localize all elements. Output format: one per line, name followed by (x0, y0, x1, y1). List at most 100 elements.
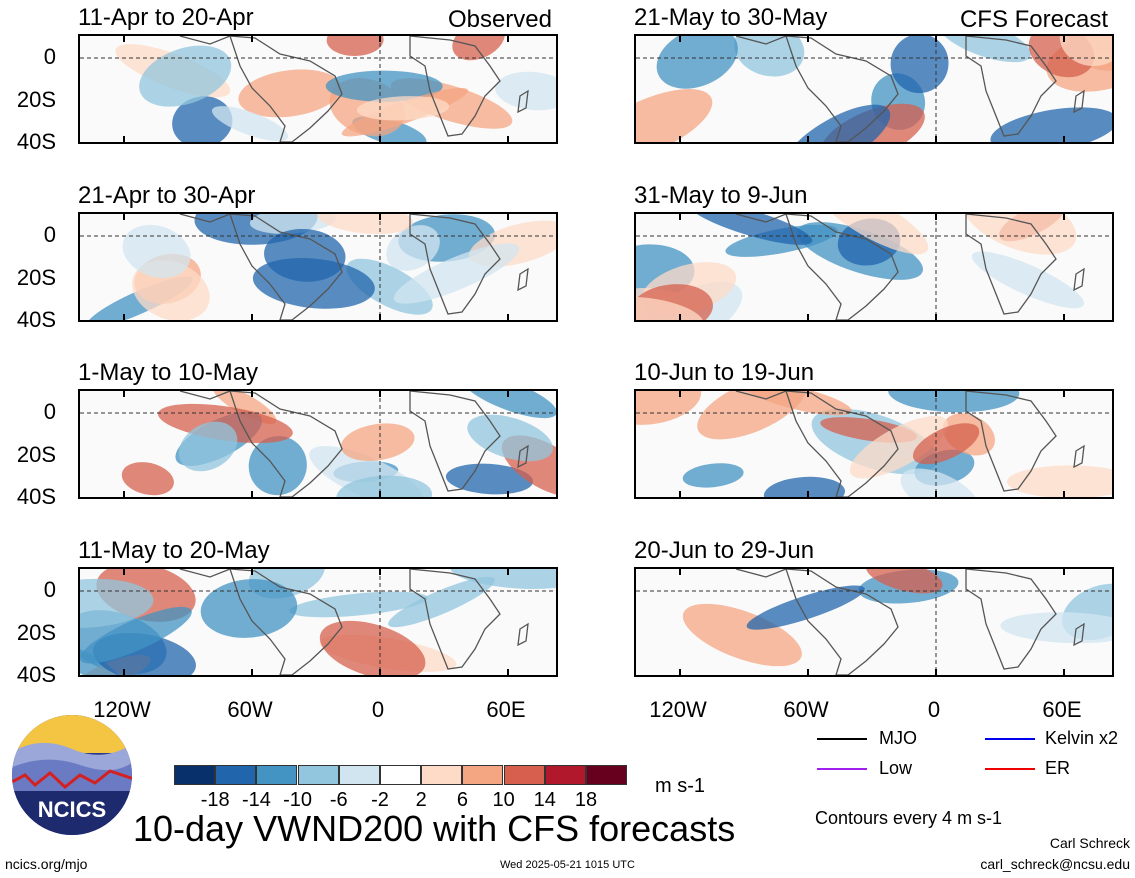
field-blob (890, 36, 949, 94)
y-tick-label: 0 (43, 44, 56, 69)
coastline (735, 214, 787, 223)
field-blob (325, 70, 443, 102)
colorbar-cell (256, 765, 298, 785)
coastline (965, 214, 1057, 315)
coastline (229, 391, 343, 497)
panel-title: 11-May to 20-May (78, 537, 270, 564)
y-tick-label: 20S (16, 265, 56, 290)
map-panel (78, 34, 558, 144)
colorbar-label: -6 (329, 789, 348, 811)
coastline (517, 622, 529, 647)
field-blob (866, 569, 943, 594)
colorbar-label: -2 (371, 789, 389, 811)
panel-title: 11-Apr to 20-Apr (78, 4, 254, 31)
coastline (179, 214, 231, 223)
coastline (517, 444, 529, 469)
map-panel (78, 567, 558, 677)
legend-kelvin-label: Kelvin x2 (1045, 728, 1119, 748)
legend-er-line (985, 768, 1035, 770)
field-blob (746, 585, 865, 630)
field-blob (763, 476, 845, 497)
field-blob (656, 36, 738, 89)
svg-text:NCICS: NCICS (38, 797, 106, 822)
panel-title: 1-May to 10-May (78, 359, 259, 386)
colorbar-cell (462, 765, 504, 785)
field-blob (962, 214, 1077, 255)
coastline (735, 36, 787, 45)
coastline (965, 36, 1057, 137)
coastline (785, 36, 899, 142)
coastline (735, 391, 787, 400)
colorbar-label: -18 (200, 789, 230, 811)
field-blob (971, 251, 1085, 309)
coastline (735, 569, 787, 578)
field-blob (1000, 612, 1112, 644)
field-blob (849, 415, 949, 479)
field-blob (990, 107, 1112, 142)
x-tick-label: 120W (649, 697, 707, 722)
panel-title: 21-Apr to 30-Apr (78, 182, 256, 209)
field-blob (689, 214, 813, 245)
field-blob (139, 45, 232, 107)
colorbar-label: 18 (574, 789, 598, 811)
field-blob (495, 71, 556, 111)
x-tick-label: 60E (1042, 697, 1082, 722)
x-tick-label: 60W (227, 697, 273, 722)
colorbar-cell (174, 765, 215, 785)
panel-title: 20-Jun to 29-Jun (634, 537, 815, 564)
colorbar-units: m s-1 (655, 775, 705, 797)
field-blob (238, 69, 342, 118)
colorbar-cell (586, 765, 627, 785)
colorbar-cell (338, 765, 380, 785)
field-blob (326, 36, 384, 57)
coastline (229, 214, 343, 320)
colorbar-label: 14 (533, 789, 556, 811)
coastline (409, 214, 501, 315)
field-blob (1007, 465, 1112, 497)
field-blob (636, 89, 713, 142)
field-blob (445, 463, 534, 495)
coastline (785, 214, 899, 320)
panel-title: 21-May to 30-May (634, 4, 828, 31)
field-blob (121, 462, 174, 496)
legend-low-label: Low (879, 758, 913, 778)
coastline (517, 267, 529, 292)
coastline (409, 391, 501, 492)
field-blob (682, 463, 744, 488)
field-blob (682, 603, 802, 667)
map-panel (634, 389, 1114, 499)
map-panel (634, 34, 1114, 144)
colorbar-cell (503, 765, 545, 785)
map-panel (78, 212, 558, 322)
field-blob (393, 243, 520, 304)
legend-kelvin-line (985, 738, 1035, 740)
coastline (409, 569, 501, 670)
coastline (1073, 89, 1085, 114)
main-title: 10-day VWND200 with CFS forecasts (133, 808, 736, 849)
panel-title: 10-Jun to 19-Jun (634, 359, 815, 386)
footer-url: ncics.org/mjo (5, 856, 88, 872)
legend-mjo-line (817, 738, 867, 740)
colorbar-label: -10 (283, 789, 313, 811)
panel-tag: Observed (447, 6, 552, 33)
y-tick-label: 40S (16, 307, 56, 332)
x-tick-label: 120W (93, 697, 151, 722)
field-blob (636, 296, 704, 320)
field-blob (388, 576, 496, 628)
y-tick-label: 0 (43, 222, 56, 247)
field-blob (734, 36, 805, 77)
y-tick-label: 0 (43, 399, 56, 424)
y-tick-label: 20S (16, 442, 56, 467)
colorbar-cell (215, 765, 257, 785)
coastline (965, 391, 1057, 492)
coastline (1073, 622, 1085, 647)
footer-author: Carl Schreck (1049, 835, 1130, 851)
colorbar-cell (380, 765, 421, 785)
ncics-logo: NCICS (10, 713, 134, 837)
coastline (785, 569, 899, 675)
field-blob (340, 423, 415, 461)
field-blob (467, 414, 553, 462)
panel-title: 31-May to 9-Jun (634, 182, 808, 209)
field-blob (912, 423, 980, 465)
coastline (1073, 444, 1085, 469)
